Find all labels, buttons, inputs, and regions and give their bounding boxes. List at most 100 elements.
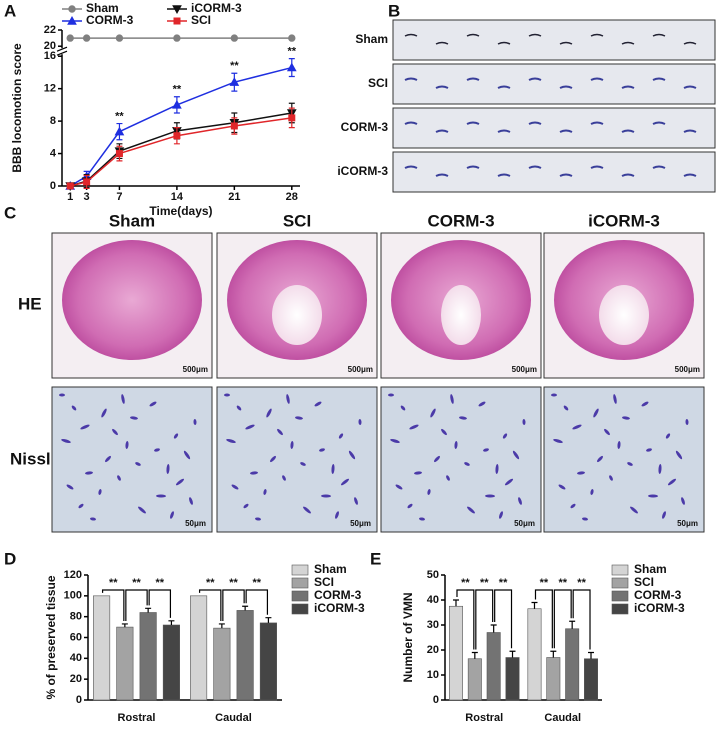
annotation: ** <box>230 60 239 72</box>
legend-marker <box>173 17 181 25</box>
axis-break-mark <box>56 46 68 52</box>
he-section <box>62 240 202 360</box>
column-header: SCI <box>283 211 311 230</box>
footprint-image <box>392 63 716 105</box>
nissl-cell <box>173 433 179 439</box>
he-lesion <box>272 285 322 345</box>
point <box>115 34 124 42</box>
y-tick-label: 10 <box>427 669 439 681</box>
significance-label: ** <box>558 577 567 589</box>
footprint-trace <box>404 165 697 177</box>
footprint-trace <box>404 121 697 133</box>
significance-label: ** <box>540 577 549 589</box>
series-line <box>69 112 292 187</box>
panel-label: B <box>388 1 400 20</box>
y-tick-label: 20 <box>44 40 56 52</box>
significance-bracket <box>494 589 513 649</box>
nissl-cell <box>175 478 185 486</box>
nissl-cell <box>685 419 689 425</box>
nissl-cell <box>149 401 157 407</box>
error-bar <box>490 624 497 633</box>
nissl-cell <box>98 489 102 495</box>
nissl-cell <box>478 401 486 407</box>
column-header: CORM-3 <box>427 211 494 230</box>
nissl-cell <box>414 471 422 475</box>
nissl-cell <box>303 506 311 514</box>
nissl-cell <box>71 405 77 411</box>
nissl-cell <box>518 497 522 505</box>
bar <box>93 595 111 701</box>
bar <box>116 626 134 701</box>
significance-label: ** <box>132 577 141 589</box>
bar <box>236 610 254 701</box>
nissl-cell <box>130 416 138 420</box>
significance-label: ** <box>206 577 215 589</box>
nissl-cell <box>112 428 118 436</box>
error-bar <box>588 651 595 659</box>
nissl-cell <box>245 424 255 430</box>
nissl-cell <box>286 394 290 404</box>
error-bar <box>242 605 249 611</box>
scale-bar-label: 50μm <box>350 519 371 528</box>
nissl-cell <box>121 394 125 404</box>
nissl-cell <box>125 441 129 449</box>
nissl-cell <box>648 494 658 498</box>
nissl-cell <box>504 478 514 486</box>
nissl-cell <box>613 394 617 404</box>
significance-bracket <box>222 589 245 621</box>
error-bar <box>145 607 152 613</box>
significance-bracket <box>198 589 222 621</box>
footprint-image <box>392 19 716 61</box>
legend-swatch <box>291 564 309 576</box>
error-bar <box>121 623 128 628</box>
point <box>173 132 181 140</box>
nissl-cell <box>577 471 585 475</box>
y-axis-label: % of preserved tissue <box>44 575 58 699</box>
nissl-cell <box>430 408 436 418</box>
bar <box>527 608 542 701</box>
nissl-cell <box>563 405 569 411</box>
nissl-cell <box>388 393 394 397</box>
point <box>172 99 182 109</box>
nissl-cell <box>290 441 294 449</box>
point <box>173 34 181 42</box>
nissl-cell <box>522 419 526 425</box>
panel-label: E <box>370 549 381 568</box>
x-tick-label: 3 <box>84 191 90 203</box>
significance-bracket <box>572 589 591 650</box>
legend-swatch <box>291 603 309 615</box>
nissl-cell <box>450 394 454 404</box>
nissl-cell <box>590 489 594 495</box>
legend-marker <box>67 15 77 25</box>
point <box>230 122 238 130</box>
nissl-cell <box>255 517 261 521</box>
nissl-cell <box>270 455 276 463</box>
nissl-cell <box>499 511 503 519</box>
nissl-cell <box>502 433 508 439</box>
nissl-cell <box>495 464 499 474</box>
nissl-cell <box>434 455 440 463</box>
nissl-cell <box>66 484 74 490</box>
nissl-cell <box>189 497 193 505</box>
legend-label: SCI <box>634 575 654 589</box>
y-tick-label: 40 <box>427 594 439 606</box>
row-label: Nissl <box>10 449 51 468</box>
nissl-cell <box>658 464 662 474</box>
nissl-cell <box>338 433 344 439</box>
row-label: iCORM-3 <box>337 164 388 178</box>
y-tick-label: 20 <box>70 673 82 685</box>
annotation: ** <box>288 46 297 58</box>
nissl-cell <box>135 462 141 466</box>
nissl-cell <box>358 419 362 425</box>
nissl-cell <box>105 455 111 463</box>
bar <box>546 657 561 701</box>
nissl-cell <box>224 393 230 397</box>
panel-label: A <box>4 1 16 20</box>
point <box>288 34 296 42</box>
nissl-cell <box>553 439 563 443</box>
x-tick-label: 21 <box>228 191 240 203</box>
nissl-cell <box>331 464 335 474</box>
error-bar <box>471 651 478 659</box>
nissl-cell <box>622 416 630 420</box>
legend-label: CORM-3 <box>634 588 682 602</box>
